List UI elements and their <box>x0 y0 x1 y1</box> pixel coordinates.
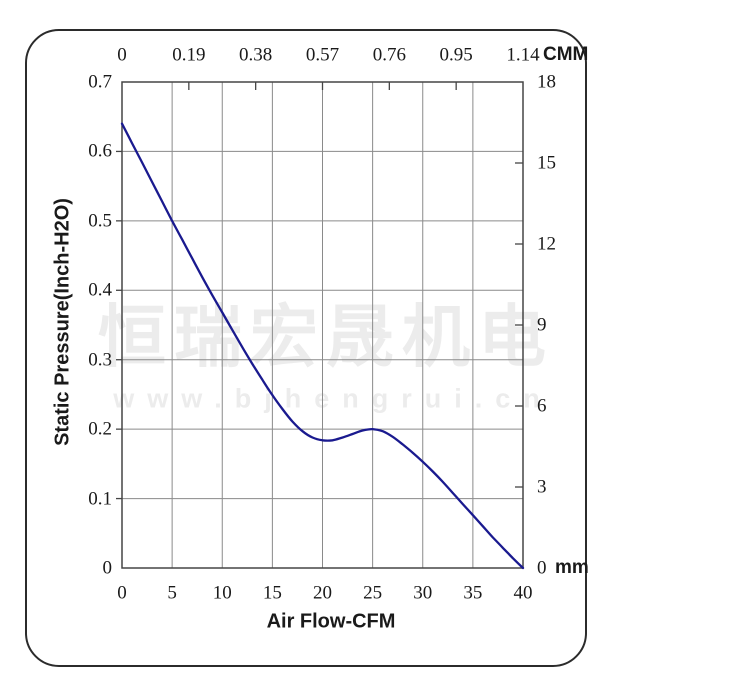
left-axis-tick-label: 0.7 <box>88 71 112 93</box>
left-axis-tick-label: 0.1 <box>88 488 112 510</box>
performance-curve <box>120 122 525 570</box>
bottom-axis-tick-label: 15 <box>262 582 282 604</box>
right-axis-tick-label: 12 <box>537 233 556 255</box>
bottom-axis-tick-label: 25 <box>363 582 383 604</box>
left-axis-tick-label: 0.3 <box>88 349 112 371</box>
top-axis-tick-label: 0 <box>117 44 127 66</box>
right-axis-tick-label: 6 <box>537 395 547 417</box>
top-axis-tick-label: 0.76 <box>372 44 406 66</box>
bottom-axis-tick-label: 35 <box>463 582 483 604</box>
bottom-axis-tick-label: 10 <box>212 582 232 604</box>
right-axis-tick-label: 3 <box>537 476 547 498</box>
right-axis-unit-label: mm <box>555 557 589 578</box>
left-axis-tick-label: 0 <box>102 557 113 579</box>
top-axis-tick-label: 0.57 <box>305 44 340 66</box>
y-axis-title: Static Pressure(Inch-H2O) <box>51 198 74 446</box>
right-axis-tick-label: 18 <box>537 71 556 93</box>
bottom-axis-tick-label: 20 <box>313 582 332 604</box>
right-axis-tick-label: 9 <box>537 314 547 336</box>
bottom-axis-tick-label: 5 <box>167 582 177 604</box>
top-axis-unit-label: CMM <box>543 44 589 65</box>
top-axis-tick-label: 0.19 <box>172 44 206 66</box>
bottom-axis-tick-label: 40 <box>513 582 533 604</box>
bottom-axis-tick-label: 30 <box>413 582 433 604</box>
top-axis-tick-label: 0.38 <box>239 44 273 66</box>
chart-frame-border <box>25 29 587 667</box>
watermark-website-url: www.bjhengrui.cn <box>113 383 553 414</box>
top-axis-tick-label: 0.95 <box>439 44 473 66</box>
bottom-axis-tick-label: 0 <box>117 582 127 604</box>
left-axis-tick-label: 0.6 <box>88 140 112 162</box>
top-axis-tick-label: 1.14 <box>506 44 540 66</box>
left-axis-tick-label: 0.2 <box>88 418 112 440</box>
left-axis-tick-label: 0.4 <box>88 279 112 301</box>
right-axis-tick-label: 0 <box>537 557 547 579</box>
right-axis-tick-label: 15 <box>537 152 556 174</box>
x-axis-title: Air Flow-CFM <box>266 610 396 633</box>
watermark-company-name: 恒瑞宏晟机电 <box>97 299 555 376</box>
left-axis-tick-label: 0.5 <box>88 210 112 232</box>
